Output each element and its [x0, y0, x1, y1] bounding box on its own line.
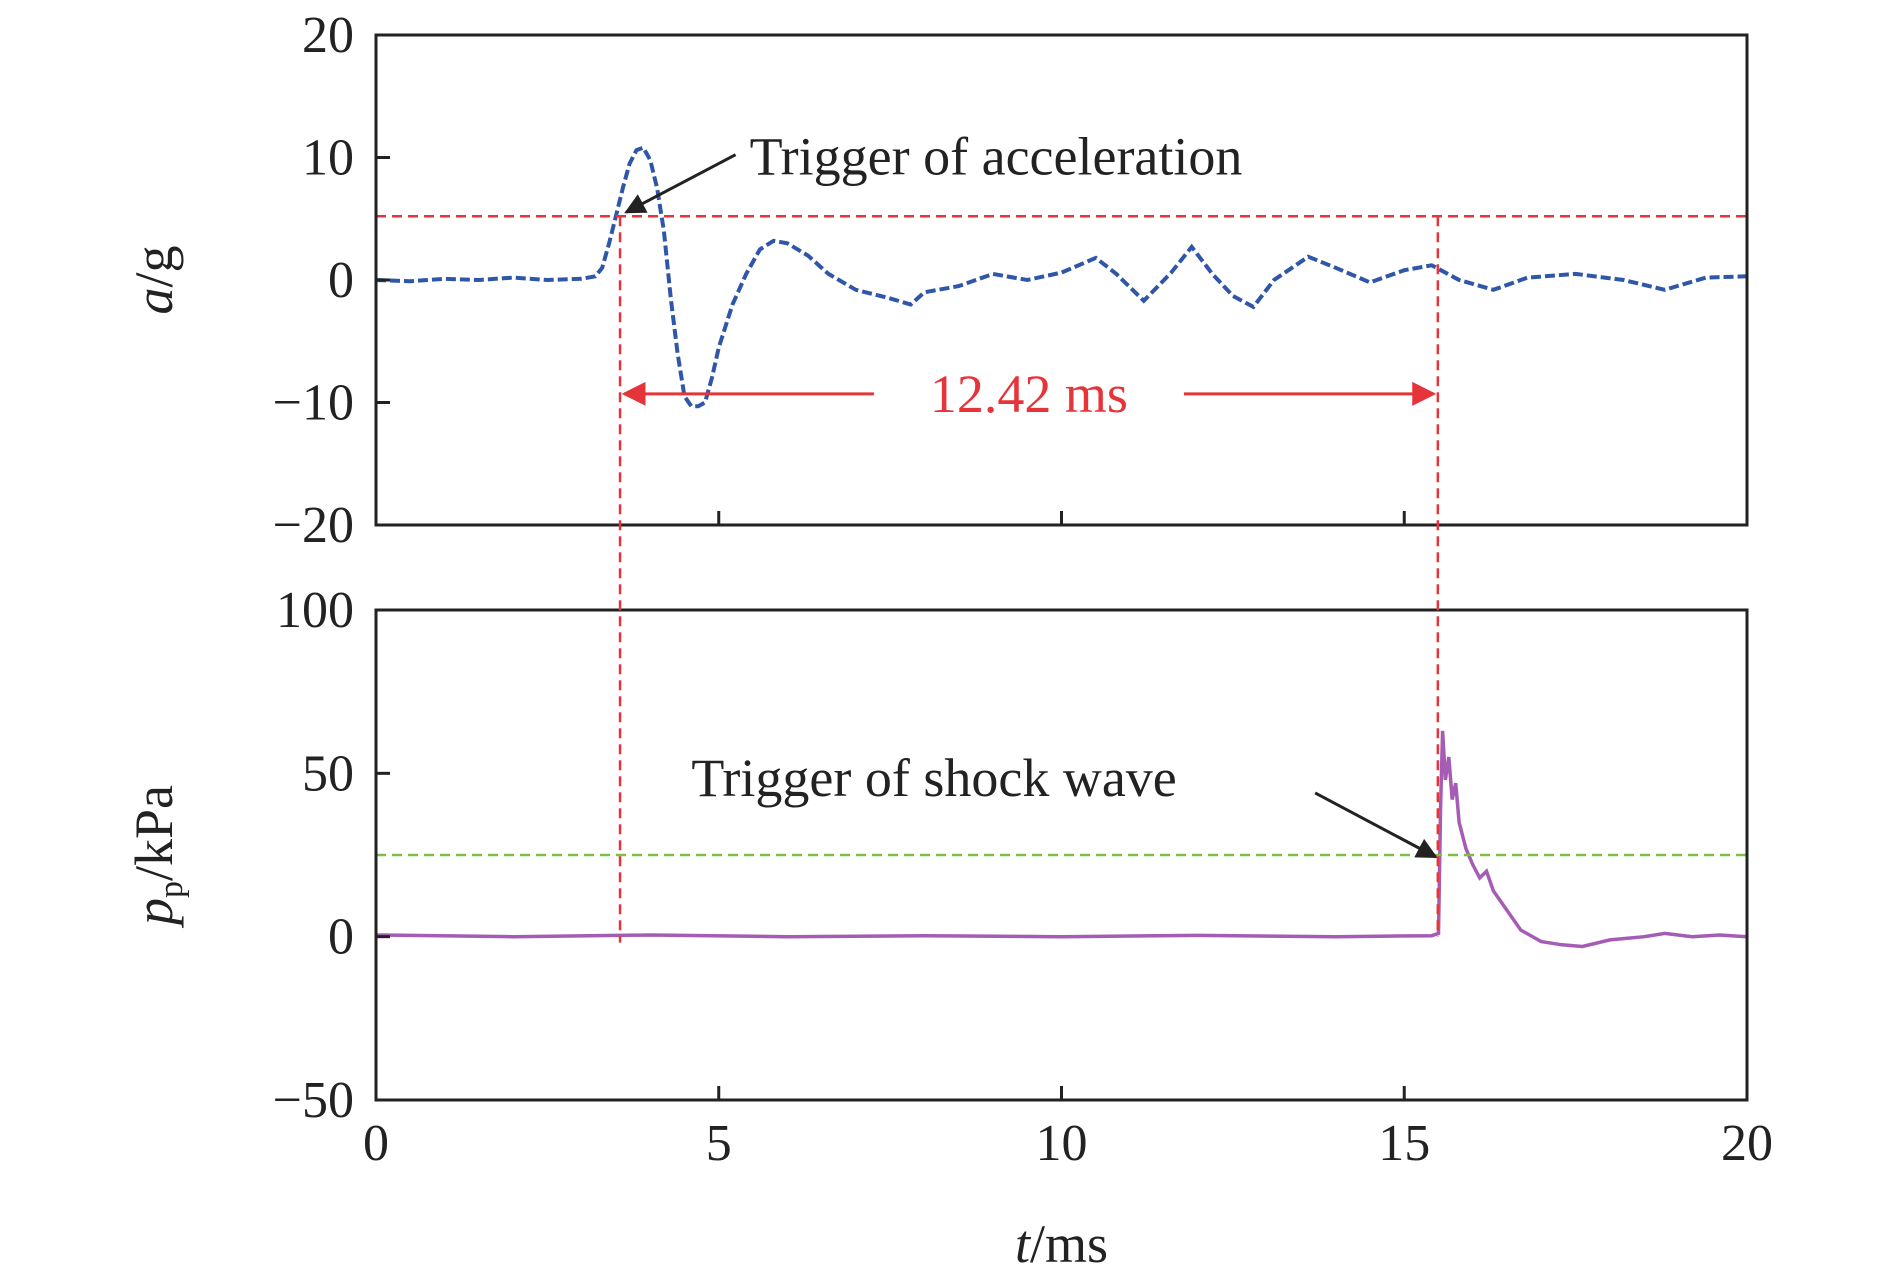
- y-tick-label: −20: [273, 497, 354, 554]
- acceleration-y-axis-label: a/g: [124, 245, 184, 314]
- duration-label: 12.42 ms: [930, 364, 1128, 424]
- acceleration-trigger-annotation: Trigger of acceleration: [750, 127, 1243, 187]
- y-tick-label: −10: [273, 375, 354, 432]
- y-tick-label: 0: [328, 252, 354, 309]
- pressure-y-axis-label: pp/kPa: [124, 785, 190, 929]
- y-tick-label: 0: [328, 909, 354, 966]
- y-tick-label: 20: [302, 7, 354, 64]
- acceleration-panel: 20 10 0 −10 −20 a/g Trigger of acceleration: [124, 7, 1749, 554]
- acceleration-series: [375, 145, 1748, 409]
- x-tick-label: 5: [706, 1115, 732, 1172]
- y-tick-label: 100: [276, 582, 354, 639]
- y-tick-label: 10: [302, 130, 354, 187]
- pressure-series: [375, 730, 1748, 949]
- acceleration-trigger-arrow: [624, 153, 737, 214]
- y-tick-label: 50: [302, 745, 354, 802]
- shock-wave-trigger-annotation: Trigger of shock wave: [691, 748, 1176, 808]
- x-tick-label: 15: [1378, 1115, 1430, 1172]
- pressure-plot-frame: [374, 608, 1749, 1102]
- shock-wave-trigger-arrow: [1314, 791, 1438, 859]
- x-tick-label: 20: [1721, 1115, 1773, 1172]
- x-tick-label: 0: [363, 1115, 389, 1172]
- pressure-panel: 100 50 0 −50 pp/kPa Trigger of shock wave: [124, 582, 1749, 1129]
- y-tick-label: −50: [273, 1072, 354, 1129]
- x-tick-label: 10: [1036, 1115, 1088, 1172]
- x-axis-label: t/ms: [1015, 1214, 1108, 1274]
